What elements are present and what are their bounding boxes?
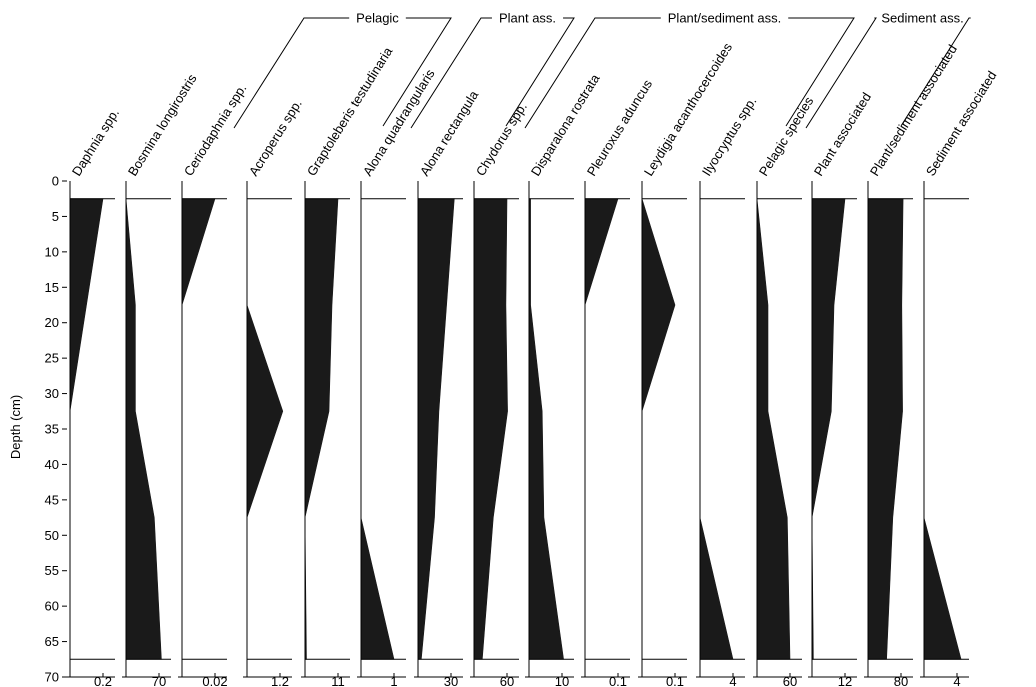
group-bracket-left	[233, 17, 350, 129]
profile-area	[641, 198, 676, 660]
y-tick-label: 0	[52, 174, 59, 189]
y-tick-label: 40	[45, 457, 59, 472]
taxon-title: Daphnia spp.	[69, 106, 122, 179]
group-bracket-right	[900, 17, 971, 127]
panel-sediment-associated: 4	[920, 181, 969, 687]
group-label: Plant/sediment ass.	[668, 11, 781, 26]
taxon-title: Chydorus spp.	[473, 100, 530, 179]
x-tick-label: 0.2	[94, 674, 112, 687]
y-tick-label: 60	[45, 599, 59, 614]
group-bracket-left	[410, 17, 492, 129]
profile-area	[867, 198, 904, 660]
panel-pleuroxus-aduncus: 0.1	[581, 181, 630, 687]
profile-area	[360, 198, 395, 660]
profile-area	[417, 198, 455, 660]
profile-area	[473, 198, 508, 660]
x-tick-label: 11	[331, 674, 345, 687]
panel-pelagic-species: 60	[753, 181, 802, 687]
profile-area	[528, 198, 564, 660]
x-tick-label: 30	[444, 674, 458, 687]
y-tick-label: 30	[45, 386, 59, 401]
x-tick-label: 80	[894, 674, 908, 687]
panel-alona-rectangula: 30	[414, 181, 463, 687]
panel-ceriodaphnia-spp: 0.02	[178, 181, 228, 687]
panel-plant-associated: 12	[808, 181, 857, 687]
y-tick-label: 15	[45, 280, 59, 295]
profile-area	[125, 198, 162, 660]
group-bracket-left	[805, 17, 877, 129]
taxon-titles: Daphnia spp. Bosmina longirostrisCeriodap…	[69, 40, 1000, 179]
taxon-title: Pelagic species	[756, 94, 817, 179]
panel-ilyocryptus-spp: 4	[696, 181, 745, 687]
y-tick-label: 5	[52, 209, 59, 224]
group-bracket-right	[505, 17, 575, 127]
taxon-title: Ilyocryptus spp.	[699, 94, 760, 179]
panel-graptoleberis-testudinaria: 11	[301, 181, 350, 687]
group-header: Plant ass.	[410, 11, 575, 129]
x-tick-label: 1.2	[271, 674, 289, 687]
y-tick-label: 50	[45, 528, 59, 543]
taxon-title: Ceriodaphnia spp.	[181, 81, 250, 178]
taxon-group-headers: Pelagic Plant ass. Plant/sediment ass. Sedi…	[233, 11, 971, 129]
profile-area	[584, 198, 619, 660]
x-tick-label: 10	[555, 674, 569, 687]
x-tick-label: 1	[390, 674, 397, 687]
y-tick-label: 10	[45, 244, 59, 259]
x-tick-label: 60	[783, 674, 797, 687]
y-tick-label: 45	[45, 492, 59, 507]
profile-area	[923, 198, 962, 660]
x-tick-label: 4	[729, 674, 736, 687]
group-label: Pelagic	[356, 11, 399, 26]
taxon-panels: 0.2 70 0.02 1.2 11 1 30 60 10 0.1 0.1 4 60 12 80 4	[66, 181, 969, 687]
x-tick-label: 0.1	[609, 674, 627, 687]
y-tick-label: 20	[45, 315, 59, 330]
profile-area	[304, 198, 339, 660]
panel-acroperus-spp: 1.2	[243, 181, 292, 687]
group-label: Sediment ass.	[881, 11, 963, 26]
group-header: Plant/sediment ass.	[524, 11, 855, 129]
y-tick-label: 25	[45, 351, 59, 366]
panel-alona-quadrangularis: 1	[357, 181, 406, 687]
y-tick-label: 35	[45, 422, 59, 437]
panel-plant-sediment-associated: 80	[864, 181, 913, 687]
panel-bosmina-longirostris: 70	[122, 181, 171, 687]
profile-area	[811, 198, 846, 660]
taxon-title: Alona rectangula	[417, 87, 482, 178]
taxon-title: Plant associated	[811, 90, 874, 179]
x-tick-label: 70	[152, 674, 166, 687]
y-tick-label: 65	[45, 634, 59, 649]
panel-leydigia-acanthocercoides: 0.1	[638, 181, 687, 687]
profile-area	[756, 198, 791, 660]
profile-area	[69, 198, 104, 660]
x-tick-label: 0.02	[202, 674, 227, 687]
panel-disparalona-rostrata: 10	[525, 181, 574, 687]
x-tick-label: 12	[838, 674, 852, 687]
group-bracket-right	[785, 17, 855, 127]
panel-chydorus-spp: 60	[470, 181, 519, 687]
panel-daphnia-spp: 0.2	[66, 181, 115, 687]
group-header: Pelagic	[233, 11, 452, 129]
group-bracket-right	[382, 17, 452, 127]
profile-area	[181, 198, 216, 660]
taxon-title: Acroperus spp.	[246, 96, 305, 178]
depth-axis: Depth (cm) 0 5 10 15 20 25 30 35 40 45 50 55 60 65 70	[8, 174, 67, 685]
x-tick-label: 0.1	[666, 674, 684, 687]
x-tick-label: 4	[953, 674, 960, 687]
profile-area	[246, 198, 284, 660]
group-label: Plant ass.	[499, 11, 556, 26]
group-header: Sediment ass.	[805, 11, 971, 129]
y-tick-label: 70	[45, 670, 59, 685]
group-bracket-left	[524, 17, 661, 129]
profile-area	[699, 198, 734, 660]
y-tick-label: 55	[45, 563, 59, 578]
x-tick-label: 60	[500, 674, 514, 687]
y-axis-label: Depth (cm)	[8, 395, 23, 459]
